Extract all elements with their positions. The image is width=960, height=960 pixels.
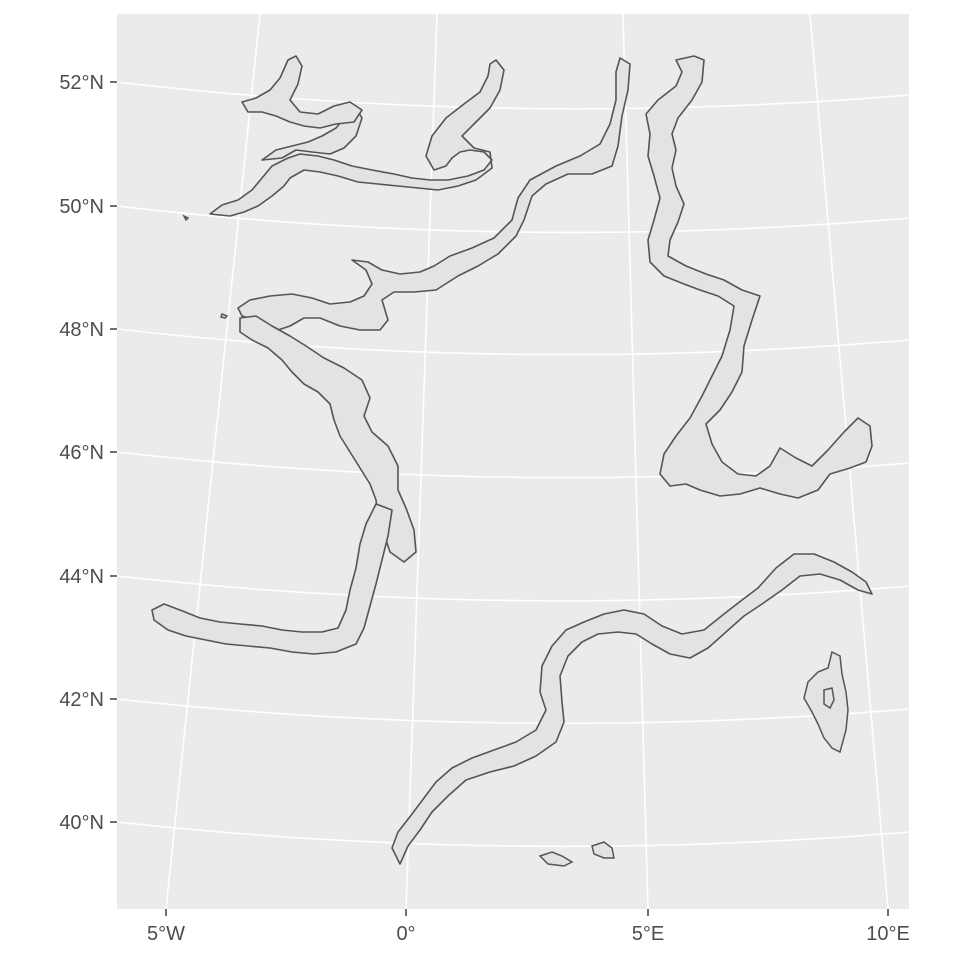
parallel-44n bbox=[116, 575, 910, 602]
balearic-island-menorca-ibiza bbox=[538, 851, 574, 867]
y-label-46n: 46°N bbox=[59, 442, 104, 464]
balearic-island-mallorca bbox=[591, 841, 615, 859]
english-channel-north-arm bbox=[241, 55, 363, 129]
meridian-5w bbox=[165, 13, 261, 910]
corsica-inner-ring bbox=[823, 687, 835, 710]
y-label-44n: 44°N bbox=[59, 566, 104, 588]
y-label-42n: 42°N bbox=[59, 689, 104, 711]
y-label-52n: 52°N bbox=[59, 72, 104, 94]
y-label-40n: 40°N bbox=[59, 812, 104, 834]
dutch-german-coast-buffer bbox=[645, 55, 873, 499]
parallel-42n bbox=[116, 698, 910, 725]
y-axis: 52°N 50°N 48°N 46°N 44°N 42°N 40°N bbox=[59, 72, 117, 834]
y-label-48n: 48°N bbox=[59, 319, 104, 341]
belgian-coast-buffer bbox=[237, 57, 631, 331]
x-label-0: 0° bbox=[396, 923, 415, 945]
islet-brittany bbox=[220, 313, 229, 319]
islet-scilly bbox=[182, 214, 190, 222]
x-label-10e: 10°E bbox=[866, 923, 910, 945]
meridian-5e bbox=[622, 13, 649, 910]
mediterranean-coast-buffer bbox=[391, 553, 873, 865]
french-atlantic-coast-buffer bbox=[239, 315, 417, 563]
x-label-5w: 5°W bbox=[147, 923, 185, 945]
x-label-5e: 5°E bbox=[632, 923, 664, 945]
english-channel-coast-buffer bbox=[209, 59, 505, 217]
parallel-52n bbox=[116, 81, 910, 110]
y-label-50n: 50°N bbox=[59, 196, 104, 218]
northern-spain-coast-buffer bbox=[151, 503, 393, 655]
x-axis: 5°W 0° 5°E 10°E bbox=[147, 909, 910, 945]
parallel-48n bbox=[116, 328, 910, 356]
parallel-40n bbox=[116, 821, 910, 848]
